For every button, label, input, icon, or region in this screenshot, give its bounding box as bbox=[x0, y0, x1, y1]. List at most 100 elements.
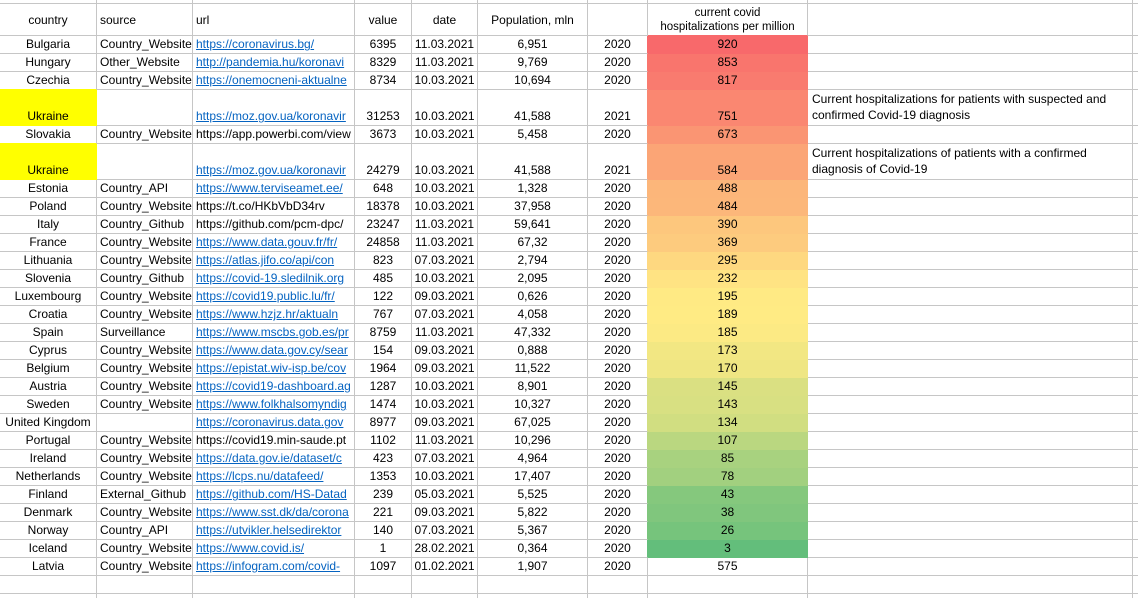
url-hyperlink[interactable]: https://moz.gov.ua/koronavir bbox=[196, 109, 346, 123]
cell-hospitalizations[interactable]: 673 bbox=[648, 126, 808, 144]
cell-value[interactable]: 31253 bbox=[355, 90, 412, 126]
cell-hospitalizations[interactable]: 920 bbox=[648, 36, 808, 54]
cell-year[interactable]: 2020 bbox=[588, 504, 648, 522]
cell-hospitalizations[interactable]: 390 bbox=[648, 216, 808, 234]
cell-hospitalizations[interactable]: 488 bbox=[648, 180, 808, 198]
cell-source[interactable]: Country_Website bbox=[97, 432, 193, 450]
cell-country[interactable]: Poland bbox=[0, 198, 97, 216]
cell-note[interactable] bbox=[808, 558, 1133, 576]
cell-date[interactable]: 09.03.2021 bbox=[412, 504, 478, 522]
cell-value[interactable]: 8734 bbox=[355, 72, 412, 90]
cell-country[interactable]: France bbox=[0, 234, 97, 252]
cell-country[interactable]: Austria bbox=[0, 378, 97, 396]
cell-year[interactable]: 2020 bbox=[588, 486, 648, 504]
url-hyperlink[interactable]: https://www.folkhalsomyndig bbox=[196, 397, 347, 411]
cell-population[interactable]: 0,888 bbox=[478, 342, 588, 360]
cell-value[interactable]: 767 bbox=[355, 306, 412, 324]
cell-population[interactable]: 0,364 bbox=[478, 540, 588, 558]
cell-url[interactable]: https://utvikler.helsedirektor bbox=[193, 522, 355, 540]
cell-source[interactable]: Country_Website bbox=[97, 252, 193, 270]
cell-population[interactable]: 5,367 bbox=[478, 522, 588, 540]
url-hyperlink[interactable]: https://covid19-dashboard.ag bbox=[196, 379, 351, 393]
cell-year[interactable]: 2020 bbox=[588, 198, 648, 216]
cell-note[interactable] bbox=[808, 126, 1133, 144]
cell-value[interactable]: 1353 bbox=[355, 468, 412, 486]
cell-country[interactable]: Ukraine bbox=[0, 144, 97, 180]
cell-url[interactable]: http://pandemia.hu/koronavi bbox=[193, 54, 355, 72]
cell-population[interactable]: 41,588 bbox=[478, 144, 588, 180]
cell-value[interactable]: 423 bbox=[355, 450, 412, 468]
url-hyperlink[interactable]: http://pandemia.hu/koronavi bbox=[196, 55, 345, 69]
cell-url[interactable]: https://coronavirus.data.gov bbox=[193, 414, 355, 432]
cell-url[interactable]: https://www.covid.is/ bbox=[193, 540, 355, 558]
cell-value[interactable]: 485 bbox=[355, 270, 412, 288]
cell-note[interactable] bbox=[808, 288, 1133, 306]
cell-source[interactable]: Country_Website bbox=[97, 450, 193, 468]
cell-source[interactable] bbox=[97, 144, 193, 180]
cell-source[interactable]: Country_Website bbox=[97, 504, 193, 522]
cell-note[interactable] bbox=[808, 252, 1133, 270]
cell-year[interactable]: 2021 bbox=[588, 144, 648, 180]
url-hyperlink[interactable]: https://atlas.jifo.co/api/con bbox=[196, 253, 335, 267]
cell-hospitalizations[interactable]: 575 bbox=[648, 558, 808, 576]
cell-date[interactable]: 10.03.2021 bbox=[412, 72, 478, 90]
cell-population[interactable]: 17,407 bbox=[478, 468, 588, 486]
cell-source[interactable]: Country_Website bbox=[97, 360, 193, 378]
cell-date[interactable]: 05.03.2021 bbox=[412, 486, 478, 504]
cell-note[interactable] bbox=[808, 324, 1133, 342]
url-hyperlink[interactable]: https://www.mscbs.gob.es/pr bbox=[196, 325, 349, 339]
url-hyperlink[interactable]: https://onemocneni-aktualne bbox=[196, 73, 347, 87]
cell-date[interactable]: 11.03.2021 bbox=[412, 234, 478, 252]
cell-url[interactable]: https://t.co/HKbVbD34rv bbox=[193, 198, 355, 216]
cell-url[interactable]: https://data.gov.ie/dataset/c bbox=[193, 450, 355, 468]
cell-date[interactable]: 10.03.2021 bbox=[412, 90, 478, 126]
cell-country[interactable]: Croatia bbox=[0, 306, 97, 324]
cell-note[interactable] bbox=[808, 450, 1133, 468]
cell-note[interactable] bbox=[808, 72, 1133, 90]
cell-population[interactable]: 10,327 bbox=[478, 396, 588, 414]
cell-url[interactable]: https://www.folkhalsomyndig bbox=[193, 396, 355, 414]
cell-date[interactable]: 09.03.2021 bbox=[412, 414, 478, 432]
cell-date[interactable]: 10.03.2021 bbox=[412, 378, 478, 396]
cell-date[interactable]: 28.02.2021 bbox=[412, 540, 478, 558]
cell-note[interactable] bbox=[808, 486, 1133, 504]
cell-year[interactable]: 2020 bbox=[588, 270, 648, 288]
cell-population[interactable]: 4,058 bbox=[478, 306, 588, 324]
cell-date[interactable]: 10.03.2021 bbox=[412, 180, 478, 198]
cell-value[interactable]: 3673 bbox=[355, 126, 412, 144]
cell-year[interactable]: 2020 bbox=[588, 216, 648, 234]
cell-country[interactable]: Spain bbox=[0, 324, 97, 342]
cell-year[interactable]: 2020 bbox=[588, 126, 648, 144]
cell-url[interactable]: https://moz.gov.ua/koronavir bbox=[193, 144, 355, 180]
cell-date[interactable]: 07.03.2021 bbox=[412, 252, 478, 270]
cell-date[interactable]: 10.03.2021 bbox=[412, 468, 478, 486]
cell-date[interactable]: 11.03.2021 bbox=[412, 432, 478, 450]
cell-population[interactable]: 2,794 bbox=[478, 252, 588, 270]
cell-note[interactable] bbox=[808, 342, 1133, 360]
cell-year[interactable]: 2020 bbox=[588, 432, 648, 450]
cell-year[interactable]: 2020 bbox=[588, 522, 648, 540]
cell-url[interactable]: https://www.hzjz.hr/aktualn bbox=[193, 306, 355, 324]
cell-date[interactable]: 01.02.2021 bbox=[412, 558, 478, 576]
cell-population[interactable]: 2,095 bbox=[478, 270, 588, 288]
cell-hospitalizations[interactable]: 43 bbox=[648, 486, 808, 504]
cell-date[interactable]: 11.03.2021 bbox=[412, 216, 478, 234]
cell-url[interactable]: https://epistat.wiv-isp.be/cov bbox=[193, 360, 355, 378]
cell-value[interactable]: 24858 bbox=[355, 234, 412, 252]
cell-date[interactable]: 10.03.2021 bbox=[412, 270, 478, 288]
cell-country[interactable]: Sweden bbox=[0, 396, 97, 414]
cell-value[interactable]: 1097 bbox=[355, 558, 412, 576]
cell-source[interactable]: Country_Website bbox=[97, 378, 193, 396]
cell-note[interactable] bbox=[808, 504, 1133, 522]
cell-note[interactable] bbox=[808, 414, 1133, 432]
url-hyperlink[interactable]: https://covid-19.sledilnik.org bbox=[196, 271, 345, 285]
header-note[interactable] bbox=[808, 4, 1133, 36]
cell-hospitalizations[interactable]: 107 bbox=[648, 432, 808, 450]
cell-source[interactable]: Country_Website bbox=[97, 126, 193, 144]
cell-population[interactable]: 37,958 bbox=[478, 198, 588, 216]
url-hyperlink[interactable]: https://github.com/HS-Datad bbox=[196, 487, 347, 501]
cell-country[interactable]: Latvia bbox=[0, 558, 97, 576]
cell-country[interactable]: Estonia bbox=[0, 180, 97, 198]
cell-date[interactable]: 10.03.2021 bbox=[412, 396, 478, 414]
cell-note[interactable] bbox=[808, 468, 1133, 486]
